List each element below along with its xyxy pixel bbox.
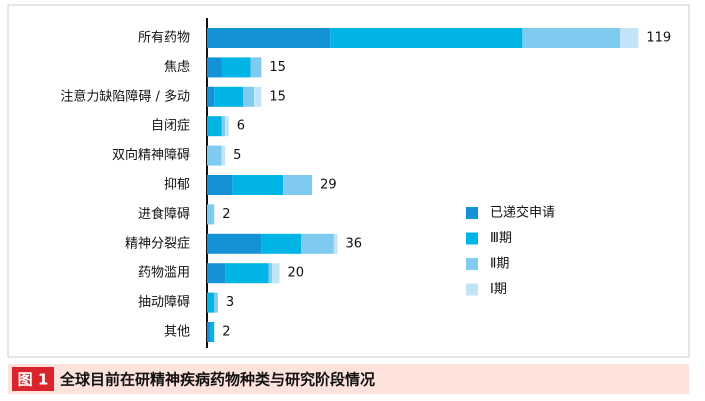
bar-segment bbox=[207, 116, 222, 137]
bar-segment bbox=[207, 263, 226, 284]
bar-segment bbox=[243, 86, 255, 107]
bar-segment bbox=[330, 28, 523, 48]
legend-swatch bbox=[466, 232, 478, 245]
frame bbox=[7, 4, 690, 358]
bar-segment bbox=[301, 233, 334, 254]
category-label: 注意力缺陷障碍 / 多动 bbox=[60, 88, 190, 104]
bar-segment bbox=[207, 145, 222, 166]
bar-segment bbox=[221, 116, 226, 137]
legend-label: Ⅰ期 bbox=[490, 282, 507, 297]
bar-segment bbox=[232, 175, 284, 195]
total-label: 2 bbox=[222, 207, 230, 222]
legend-swatch bbox=[466, 283, 478, 296]
bar-segment bbox=[254, 86, 262, 107]
bar-segment bbox=[225, 263, 269, 284]
total-label: 3 bbox=[226, 295, 234, 310]
category-label: 自闭症 bbox=[151, 119, 190, 134]
total-label: 2 bbox=[222, 325, 230, 340]
bar-segment bbox=[522, 28, 621, 48]
bar-segment bbox=[283, 175, 313, 195]
bar-segment bbox=[268, 263, 273, 284]
bar-segment bbox=[214, 292, 218, 313]
total-label: 5 bbox=[233, 148, 241, 163]
bar-segment bbox=[207, 57, 222, 78]
bar-segment bbox=[333, 233, 338, 254]
bar-segment bbox=[207, 86, 215, 107]
bar-segment bbox=[272, 263, 280, 284]
legend-label: Ⅱ期 bbox=[490, 257, 509, 272]
caption: 全球目前在研精神疾病药物种类与研究阶段情况 bbox=[59, 371, 375, 389]
bar-segment bbox=[221, 145, 226, 166]
total-label: 36 bbox=[346, 236, 363, 251]
bar-segment bbox=[214, 86, 244, 107]
category-label: 所有药物 bbox=[138, 31, 190, 46]
total-label: 29 bbox=[320, 178, 337, 193]
bar-segment bbox=[210, 322, 215, 342]
bar-segment bbox=[207, 175, 233, 195]
figure-label: 图 1 bbox=[18, 371, 49, 389]
bar-segment bbox=[207, 292, 215, 313]
bar-segment bbox=[261, 233, 302, 254]
category-label: 精神分裂症 bbox=[125, 236, 190, 251]
legend-swatch bbox=[466, 207, 478, 219]
total-label: 15 bbox=[269, 89, 286, 104]
bar-segment bbox=[221, 57, 251, 78]
bar-segment bbox=[620, 28, 639, 48]
category-label: 抽动障碍 bbox=[138, 295, 190, 310]
category-label: 双向精神障碍 bbox=[112, 147, 190, 163]
legend-label: Ⅲ期 bbox=[490, 231, 512, 246]
legend-label: 已递交申请 bbox=[490, 205, 555, 221]
bar-segment bbox=[207, 322, 211, 342]
category-label: 抑郁 bbox=[164, 178, 190, 193]
bar-segment bbox=[207, 28, 331, 48]
category-label: 焦虑 bbox=[164, 60, 190, 75]
total-label: 15 bbox=[269, 60, 286, 75]
total-label: 6 bbox=[237, 119, 245, 134]
category-label: 进食障碍 bbox=[138, 206, 190, 222]
total-label: 119 bbox=[646, 31, 671, 46]
figure-label-bg bbox=[12, 367, 54, 391]
bar-segment bbox=[207, 233, 262, 254]
bar-segment bbox=[250, 57, 262, 78]
category-label: 其他 bbox=[164, 325, 190, 340]
total-label: 20 bbox=[288, 266, 305, 281]
bar-segment bbox=[207, 204, 215, 225]
category-label: 药物滥用 bbox=[138, 266, 190, 281]
legend-swatch bbox=[466, 258, 478, 270]
bar-segment bbox=[225, 116, 229, 137]
caption-bg bbox=[8, 364, 689, 394]
